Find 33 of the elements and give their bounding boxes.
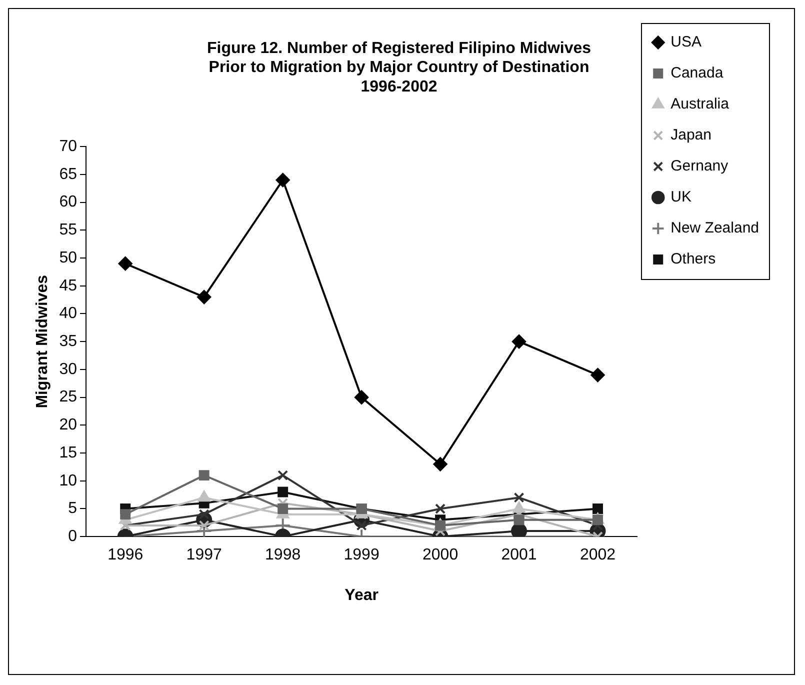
y-tick-label: 40	[59, 305, 78, 322]
x-tick-label: 1998	[265, 546, 301, 564]
y-tick-label: 55	[59, 222, 78, 239]
x-tick-label: 2001	[501, 546, 537, 564]
x-tick-label: 2000	[422, 546, 458, 564]
x-tick-label: 2002	[580, 546, 616, 564]
y-tick-label: 45	[59, 277, 78, 294]
y-tick-label: 20	[59, 416, 78, 434]
legend-label: Canada	[670, 64, 724, 82]
legend-label: New Zealand	[670, 220, 760, 237]
y-tick-label: 5	[68, 500, 78, 518]
y-tick-label: 30	[59, 360, 78, 378]
y-tick-label: 60	[59, 194, 78, 211]
y-tick-label: 70	[59, 138, 78, 156]
x-tick-label: 1996	[108, 546, 144, 564]
x-tick-label: 1999	[344, 546, 380, 564]
legend-label: Gernany	[670, 158, 729, 175]
legend-label: Others	[670, 250, 716, 268]
legend-label: UK	[670, 188, 692, 206]
x-axis-title: Year	[344, 586, 378, 604]
y-tick-label: 10	[59, 472, 78, 490]
y-axis-title: Migrant Midwives	[34, 274, 52, 408]
y-tick-label: 25	[59, 388, 78, 406]
y-tick-label: 35	[59, 333, 78, 350]
y-tick-label: 15	[59, 444, 78, 462]
legend-label: USA	[670, 34, 702, 51]
y-tick-label: 50	[59, 249, 78, 266]
chart-title: Figure 12. Number of Registered Filipino Midwives Prior to Migration by Major Country of Destination 1996-2002	[206, 40, 592, 96]
legend-label: Australia	[670, 96, 730, 113]
y-tick-label: 65	[59, 166, 78, 183]
legend-label: Japan	[670, 126, 712, 144]
y-tick-label: 0	[68, 528, 78, 546]
x-tick-label: 1997	[186, 546, 222, 564]
